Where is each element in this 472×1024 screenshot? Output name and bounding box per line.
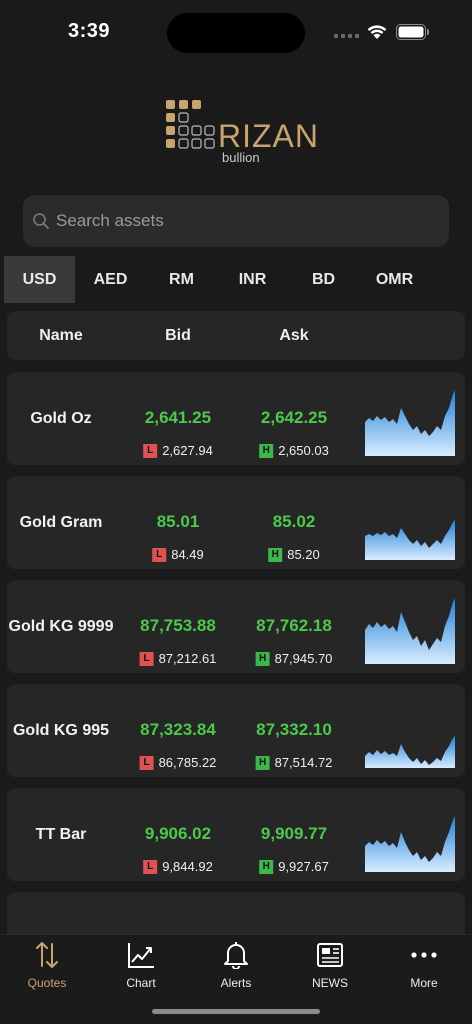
table-row[interactable]: Gold Oz 2,641.25 2,642.25 L 2,627.94 H 2,6…	[7, 372, 465, 465]
low-value: L 87,212.61	[139, 651, 217, 666]
bid-price: 9,906.02	[144, 824, 212, 843]
low-badge: L	[139, 755, 154, 770]
header-name: Name	[39, 327, 83, 344]
tab-omr[interactable]: OMR	[375, 270, 414, 288]
high-value: H 85.20	[268, 547, 320, 562]
dynamic-island	[167, 13, 305, 53]
bid-price: 2,641.25	[144, 408, 212, 427]
low-price: 87,212.61	[158, 651, 217, 666]
table-row[interactable]: Gold KG 995 87,323.84 87,332.10 L 86,785.…	[7, 684, 465, 777]
bell-icon	[224, 942, 248, 969]
ask-price: 9,909.77	[260, 824, 328, 843]
logo-mark-icon	[166, 100, 215, 149]
high-price: 87,514.72	[274, 755, 333, 770]
table-row[interactable]: Gold Gram 85.01 85.02 L 84.49 H 85.20	[7, 476, 465, 569]
ask-price: 85.02	[272, 512, 316, 531]
brand-logo: RIZAN bullion	[166, 98, 319, 166]
nav-label: Chart	[126, 976, 156, 990]
tab-bd[interactable]: BD	[311, 270, 336, 288]
bid-price: 85.01	[156, 512, 200, 531]
nav-label: NEWS	[312, 976, 348, 990]
home-indicator[interactable]	[152, 1009, 320, 1014]
low-value: L 9,844.92	[143, 859, 213, 874]
high-badge: H	[259, 859, 274, 874]
high-price: 85.20	[287, 547, 320, 562]
nav-label: More	[410, 976, 438, 990]
ask-price: 87,762.18	[256, 616, 332, 635]
table-header: Name Bid Ask	[7, 311, 465, 360]
newspaper-icon	[317, 943, 343, 967]
sparkline-chart	[365, 816, 455, 872]
asset-name: Gold Gram	[19, 514, 103, 531]
nav-label: Alerts	[220, 976, 252, 990]
low-price: 9,844.92	[162, 859, 213, 874]
tab-aed[interactable]: AED	[93, 270, 128, 288]
sparkline-chart	[365, 598, 455, 664]
high-price: 87,945.70	[274, 651, 333, 666]
asset-name: Gold KG 9999	[8, 618, 114, 635]
brand-subtitle: bullion	[222, 150, 260, 165]
tab-rm[interactable]: RM	[169, 270, 194, 288]
high-badge: H	[259, 443, 274, 458]
high-value: H 2,650.03	[259, 443, 329, 458]
low-value: L 84.49	[152, 547, 204, 562]
more-dots-icon	[411, 952, 437, 958]
sparkline-chart	[365, 520, 455, 560]
sparkline-chart	[365, 736, 455, 768]
high-value: H 87,514.72	[255, 755, 333, 770]
asset-name: Gold Oz	[30, 410, 92, 427]
high-badge: H	[255, 755, 270, 770]
battery-icon	[396, 24, 429, 40]
asset-name: TT Bar	[35, 826, 87, 843]
table-row[interactable]: TT Bar 9,906.02 9,909.77 L 9,844.92 H 9,92…	[7, 788, 465, 881]
table-row[interactable]: Gold KG 9999 87,753.88 87,762.18 L 87,212…	[7, 580, 465, 673]
asset-name: Gold KG 995	[12, 722, 110, 739]
tab-inr[interactable]: INR	[238, 270, 267, 288]
low-badge: L	[143, 443, 158, 458]
low-price: 86,785.22	[158, 755, 217, 770]
bid-price: 87,753.88	[140, 616, 216, 635]
nav-more[interactable]: More	[384, 941, 464, 995]
status-time: 3:39	[68, 20, 111, 42]
ask-price: 87,332.10	[256, 720, 332, 739]
low-value: L 86,785.22	[139, 755, 217, 770]
nav-quotes[interactable]: Quotes	[7, 941, 87, 995]
sparkline-chart	[365, 390, 455, 456]
low-price: 2,627.94	[162, 443, 213, 458]
wifi-icon	[367, 25, 387, 39]
high-value: H 87,945.70	[255, 651, 333, 666]
nav-alerts[interactable]: Alerts	[196, 941, 276, 995]
high-badge: H	[255, 651, 270, 666]
brand-name: RIZAN	[218, 118, 319, 154]
low-badge: L	[143, 859, 158, 874]
cellular-signal-icon	[334, 34, 359, 38]
tab-usd[interactable]: USD	[4, 256, 75, 303]
header-bid: Bid	[165, 327, 191, 344]
search-input[interactable]	[56, 200, 436, 242]
status-bar: 3:39	[0, 0, 472, 64]
search-icon	[33, 213, 49, 229]
high-badge: H	[268, 547, 283, 562]
ask-price: 2,642.25	[260, 408, 328, 427]
low-value: L 2,627.94	[143, 443, 213, 458]
low-price: 84.49	[171, 547, 204, 562]
nav-news[interactable]: NEWS	[290, 941, 370, 995]
high-price: 9,927.67	[278, 859, 329, 874]
currency-tabs: USD AED RM INR BD OMR	[4, 256, 468, 303]
sort-arrows-icon	[36, 942, 58, 968]
high-price: 2,650.03	[278, 443, 329, 458]
low-badge: L	[152, 547, 167, 562]
nav-label: Quotes	[27, 976, 67, 990]
nav-chart[interactable]: Chart	[101, 941, 181, 995]
high-value: H 9,927.67	[259, 859, 329, 874]
low-badge: L	[139, 651, 154, 666]
line-chart-icon	[128, 943, 154, 968]
bid-price: 87,323.84	[140, 720, 216, 739]
header-ask: Ask	[279, 327, 309, 344]
